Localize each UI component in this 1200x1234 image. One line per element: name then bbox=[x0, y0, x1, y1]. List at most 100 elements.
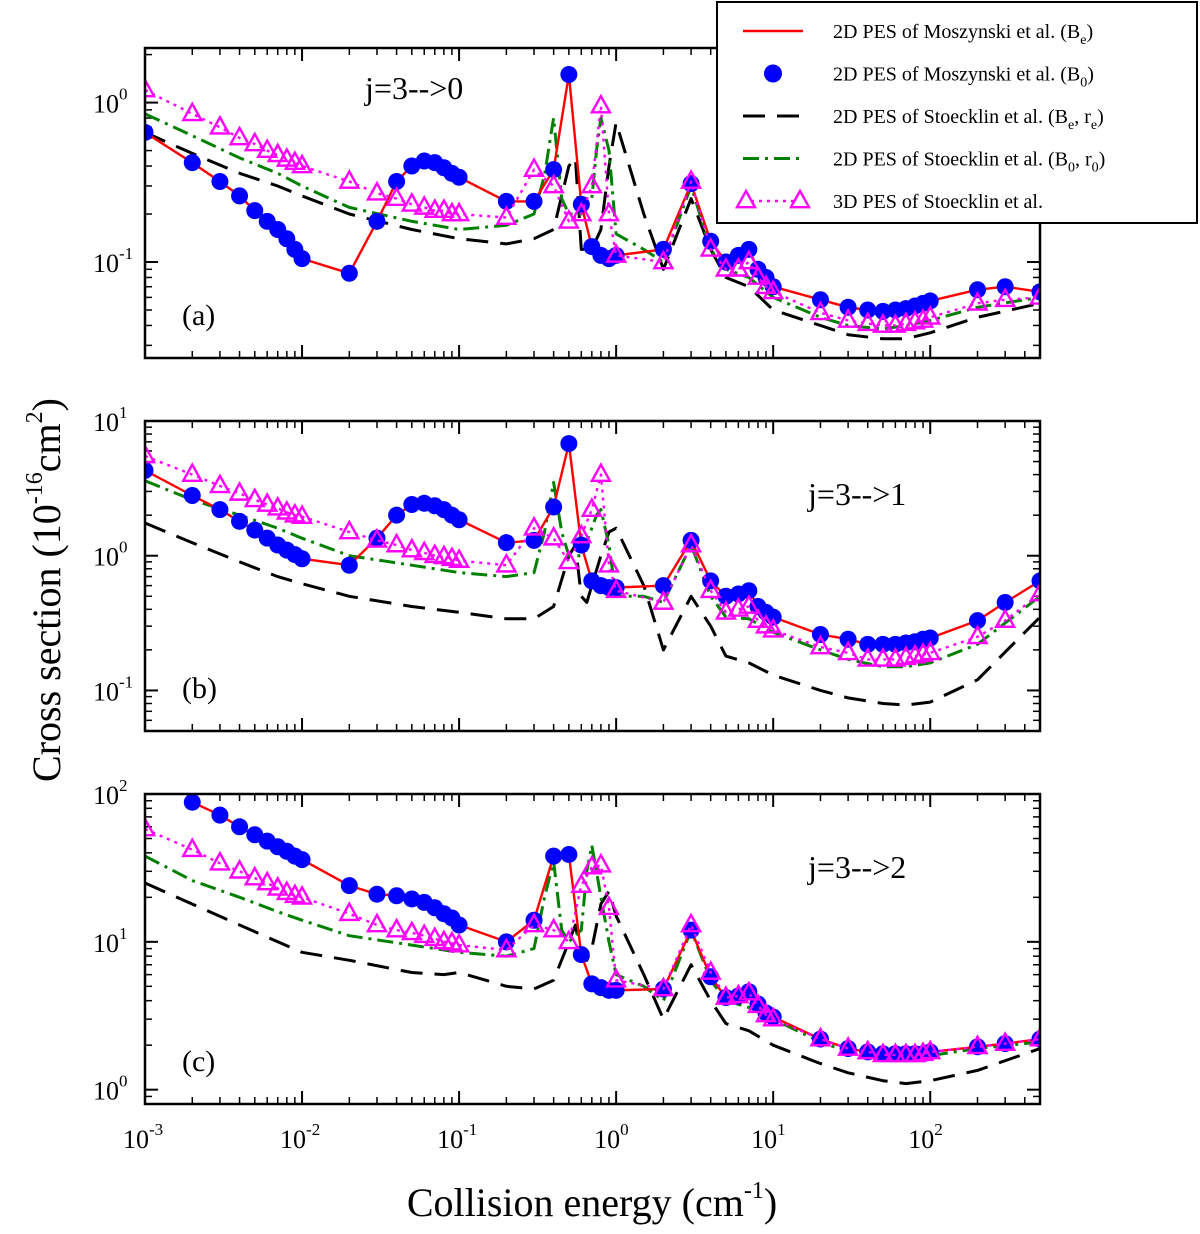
data-point-sto_3d bbox=[291, 153, 314, 174]
data-point-mos_b0 bbox=[183, 154, 201, 172]
data-point-mos_b0 bbox=[211, 172, 229, 190]
data-point-mos_b0 bbox=[368, 212, 386, 230]
data-point-sto_3d bbox=[871, 646, 894, 667]
svg-text:Cross section (10-16cm2): Cross section (10-16cm2) bbox=[22, 398, 69, 782]
legend-label-tail: ) bbox=[1097, 106, 1104, 128]
panel-label: (a) bbox=[182, 299, 215, 332]
data-point-sto_3d bbox=[495, 552, 518, 573]
y-tick-label: 100 bbox=[93, 85, 128, 119]
data-point-mos_b0 bbox=[340, 556, 358, 574]
x-tick-exp: -3 bbox=[149, 1120, 163, 1139]
data-point-sto_3d bbox=[856, 1039, 879, 1060]
data-point-mos_b0 bbox=[921, 292, 939, 310]
data-point-mos_b0 bbox=[293, 550, 311, 568]
data-point-sto_3d bbox=[809, 1026, 832, 1047]
data-point-mos_b0 bbox=[145, 123, 154, 141]
data-point-sto_3d bbox=[1028, 284, 1040, 305]
data-point-sto_3d bbox=[903, 643, 927, 664]
data-point-mos_b0 bbox=[560, 66, 578, 84]
legend-box bbox=[716, 1, 1198, 224]
data-point-sto_3d bbox=[448, 932, 471, 953]
series-line-mos_be bbox=[191, 801, 1040, 1055]
data-point-sto_3d bbox=[181, 101, 204, 122]
data-point-sto_3d bbox=[365, 180, 389, 201]
data-point-sto_3d bbox=[714, 256, 737, 277]
panel-label: (b) bbox=[182, 672, 217, 705]
data-point-sto_3d bbox=[145, 443, 157, 464]
panel-annotation: j=3-->1 bbox=[807, 476, 906, 512]
legend-label-mos_b0: 2D PES of Moszynski et al. (B0) bbox=[833, 64, 1094, 91]
x-axis-title-base: Collision energy (cm bbox=[407, 1180, 744, 1225]
data-point-mos_b0 bbox=[560, 845, 578, 863]
data-point-sto_3d bbox=[837, 1035, 860, 1056]
x-axis-title-tail: ) bbox=[764, 1180, 777, 1225]
data-point-sto_3d bbox=[243, 865, 266, 886]
data-point-mos_b0 bbox=[450, 168, 468, 186]
data-point-sto_3d bbox=[737, 594, 760, 614]
x-tick-base: 10 bbox=[280, 1125, 306, 1154]
y-tick-exp: 1 bbox=[119, 403, 128, 422]
data-point-sto_3d bbox=[522, 157, 546, 177]
data-point-sto_3d bbox=[605, 242, 628, 263]
x-tick-exp: 2 bbox=[934, 1120, 943, 1139]
data-point-sto_3d bbox=[385, 186, 408, 206]
data-point-sto_3d bbox=[266, 142, 289, 163]
data-point-mos_b0 bbox=[525, 192, 543, 210]
y-tick-exp: 0 bbox=[119, 1072, 128, 1091]
y-tick-exp: 0 bbox=[119, 85, 128, 104]
y-tick-exp: 2 bbox=[119, 776, 128, 795]
data-point-sto_3d bbox=[243, 131, 266, 152]
x-tick-base: 10 bbox=[123, 1125, 149, 1154]
data-point-sto_3d bbox=[580, 497, 603, 517]
panel-frame bbox=[143, 419, 1042, 733]
data-point-sto_3d bbox=[181, 837, 204, 858]
data-point-sto_3d bbox=[495, 205, 518, 225]
data-point-mos_b0 bbox=[525, 531, 543, 549]
data-point-mos_b0 bbox=[654, 240, 672, 258]
y-axis-title-tail: ) bbox=[24, 398, 69, 411]
data-point-mos_b0 bbox=[545, 161, 563, 179]
y-tick-base: 10 bbox=[93, 781, 119, 810]
y-tick-base: 10 bbox=[93, 677, 119, 706]
data-point-sto_3d bbox=[884, 1042, 907, 1063]
data-point-sto_3d bbox=[966, 290, 989, 311]
data-point-sto_3d bbox=[809, 300, 832, 321]
legend-label-text: 3D PES of Stoecklin et al. bbox=[833, 191, 1043, 213]
data-point-mos_b0 bbox=[211, 501, 229, 519]
legend-label-tail: ) bbox=[1086, 21, 1093, 43]
y-axis-title: Cross section (10-16cm2) bbox=[22, 398, 69, 782]
data-point-sto_3d bbox=[385, 532, 408, 553]
data-point-sto_3d bbox=[762, 617, 785, 638]
x-axis-title-sup: -1 bbox=[744, 1178, 764, 1204]
data-point-mos_b0 bbox=[811, 626, 829, 644]
data-point-mos_b0 bbox=[231, 187, 249, 205]
data-point-sto_3d bbox=[365, 527, 389, 548]
data-point-mos_b0 bbox=[211, 806, 229, 824]
y-tick-label: 100 bbox=[93, 538, 128, 572]
data-point-sto_3d bbox=[605, 967, 628, 988]
y-tick-base: 10 bbox=[93, 929, 119, 958]
x-tick-exp: -1 bbox=[463, 1120, 477, 1139]
data-point-mos_b0 bbox=[969, 612, 987, 630]
data-point-sto_3d bbox=[338, 901, 361, 922]
x-tick-label: 10-2 bbox=[280, 1120, 320, 1154]
data-point-sto_3d bbox=[994, 287, 1017, 308]
y-tick-exp: 1 bbox=[119, 924, 128, 943]
data-point-sto_3d bbox=[856, 311, 879, 332]
legend-label-sto_3d: 3D PES of Stoecklin et al. bbox=[833, 191, 1043, 213]
legend-label-text: 2D PES of Stoecklin et al. (B bbox=[833, 106, 1068, 128]
y-axis-title-mid: cm bbox=[24, 423, 69, 472]
y-tick-label: 101 bbox=[93, 924, 128, 958]
legend-label-sto_be: 2D PES of Stoecklin et al. (Be, re) bbox=[833, 106, 1104, 133]
legend-swatch-marker bbox=[764, 64, 782, 83]
y-tick-exp: -1 bbox=[119, 244, 133, 263]
data-point-sto_3d bbox=[966, 624, 989, 645]
data-point-sto_3d bbox=[145, 77, 157, 98]
x-tick-base: 10 bbox=[908, 1125, 934, 1154]
y-tick-exp: 0 bbox=[119, 538, 128, 557]
data-point-sto_3d bbox=[413, 540, 436, 561]
legend-label-sub: 0 bbox=[1080, 76, 1087, 91]
data-point-mos_b0 bbox=[607, 981, 625, 999]
data-point-sto_3d bbox=[400, 191, 423, 212]
